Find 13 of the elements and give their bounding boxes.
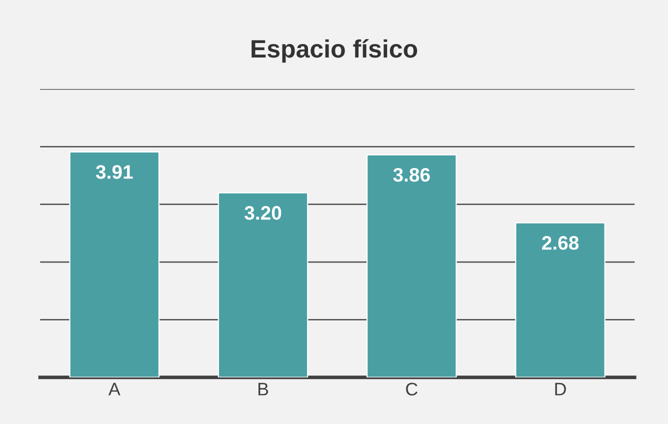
bar — [69, 151, 160, 378]
bar — [218, 192, 308, 378]
x-tick-label: C — [406, 382, 418, 396]
bar — [515, 222, 606, 378]
bar — [366, 154, 457, 378]
data-label: 3.20 — [244, 206, 282, 220]
x-tick-label: D — [555, 382, 566, 396]
data-label: 2.68 — [542, 236, 579, 250]
data-label: 3.91 — [96, 165, 133, 179]
x-tick-label: A — [108, 382, 120, 396]
data-label: 3.86 — [393, 168, 430, 182]
x-tick-label: B — [258, 382, 268, 396]
chart-title: Espacio físico — [252, 39, 418, 63]
